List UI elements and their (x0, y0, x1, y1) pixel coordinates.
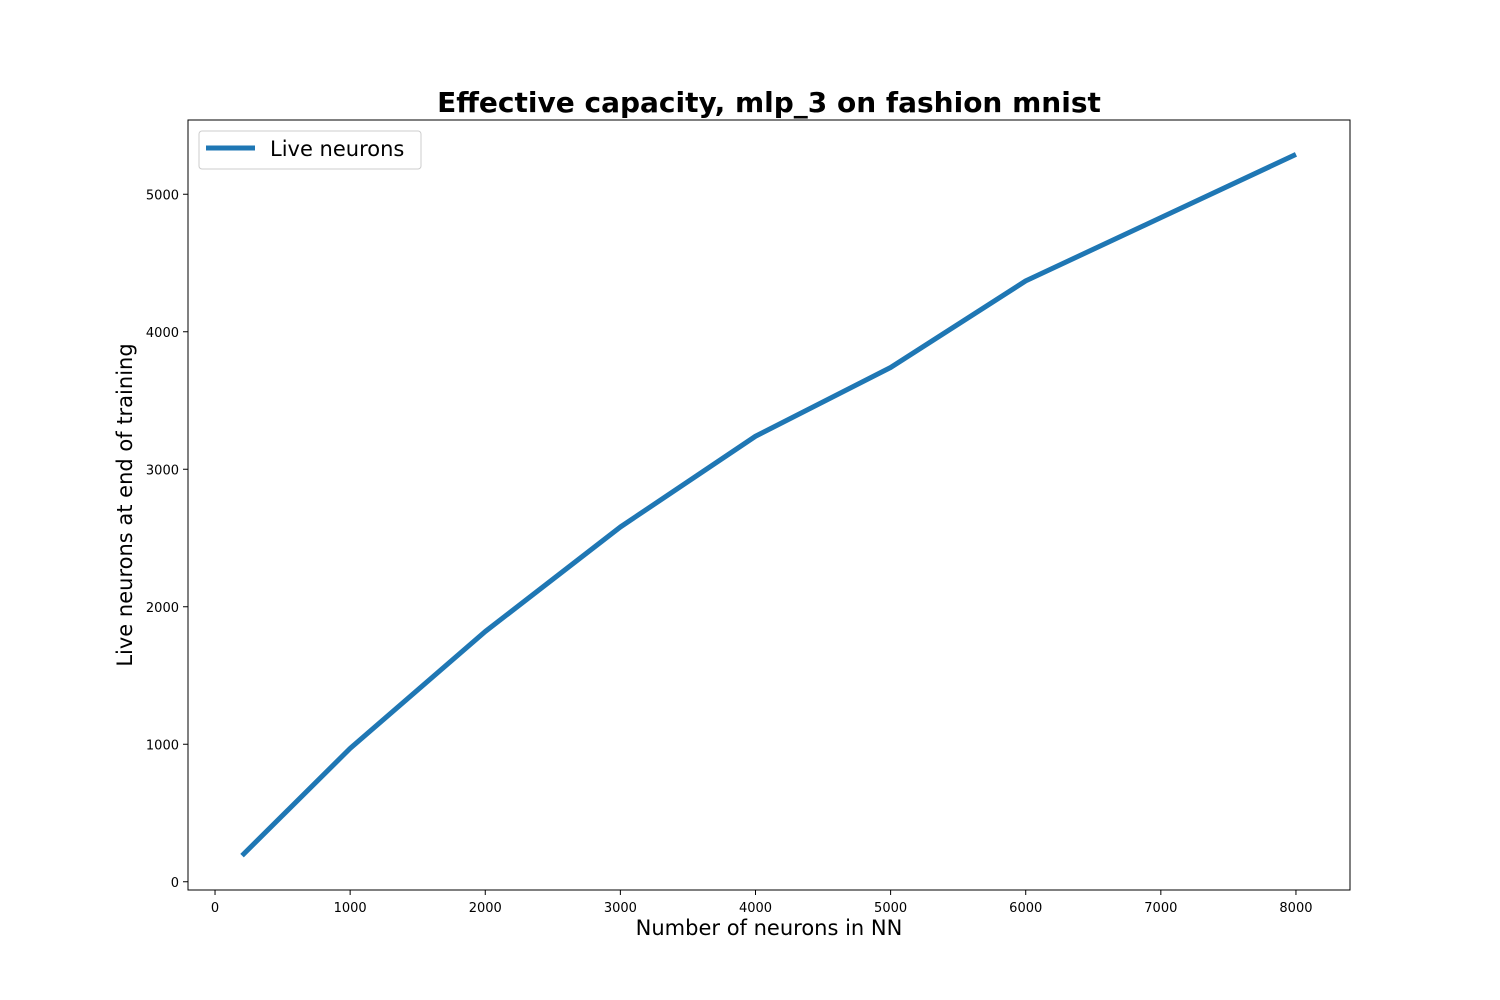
x-tick-label: 6000 (1009, 901, 1042, 916)
x-tick-label: 7000 (1144, 901, 1177, 916)
x-tick-label: 8000 (1279, 901, 1312, 916)
plot-frame (187, 119, 1351, 891)
legend: Live neurons (198, 130, 422, 170)
x-tick-label: 0 (211, 901, 219, 916)
y-axis: 0 1000 2000 3000 4000 5000 (146, 188, 188, 891)
y-tick-label: 5000 (146, 188, 179, 203)
x-axis: 0 1000 2000 3000 4000 5000 6000 7000 8000 (211, 890, 1313, 916)
x-tick-label: 5000 (874, 901, 907, 916)
x-tick-label: 3000 (604, 901, 637, 916)
legend-label-live-neurons: Live neurons (270, 137, 404, 161)
series-line-0 (240, 152, 1298, 858)
y-tick-label: 1000 (146, 738, 179, 753)
legend-box (198, 130, 422, 170)
chart-title: Effective capacity, mlp_3 on fashion mni… (437, 86, 1101, 119)
y-tick-label: 4000 (146, 326, 179, 341)
y-tick-label: 0 (171, 876, 179, 891)
plot-area (240, 152, 1298, 858)
x-tick-label: 2000 (469, 901, 502, 916)
x-tick-label: 4000 (739, 901, 772, 916)
y-tick-label: 3000 (146, 463, 179, 478)
x-axis-label: Number of neurons in NN (636, 916, 903, 940)
y-tick-label: 2000 (146, 601, 179, 616)
x-tick-label: 1000 (334, 901, 367, 916)
y-axis-label: Live neurons at end of training (113, 343, 137, 666)
